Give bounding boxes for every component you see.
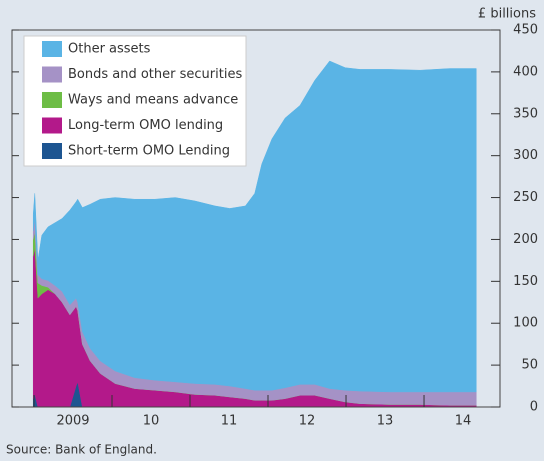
y-tick-label: 50 — [521, 358, 538, 373]
y-tick-label: 450 — [513, 23, 538, 38]
x-tick-label: 13 — [377, 414, 394, 429]
legend-swatch — [42, 92, 62, 108]
legend-label: Short-term OMO Lending — [68, 144, 230, 159]
legend-swatch — [42, 66, 62, 83]
source: Source: Bank of England. — [6, 443, 157, 457]
legend-swatch — [42, 117, 62, 134]
y-tick-label: 350 — [513, 106, 538, 121]
plot-frame — [11, 29, 501, 408]
legend-label: Bonds and other securities — [68, 67, 242, 82]
legend-label: Ways and means advance — [68, 93, 238, 108]
y-tick-label: 0 — [530, 400, 538, 415]
y-tick-label: 100 — [513, 316, 538, 331]
legend-label: Long-term OMO lending — [68, 118, 223, 133]
x-tick-label: 12 — [299, 414, 316, 429]
y-tick-label: 150 — [513, 274, 538, 289]
area — [32, 60, 477, 393]
y-tick-label: 400 — [513, 64, 538, 79]
x-tick-label: 2009 — [56, 414, 89, 429]
y-axis-label: £ billions — [478, 7, 536, 22]
legend-swatch — [42, 143, 62, 159]
x-tick-label: 14 — [455, 414, 472, 429]
y-tick-label: 200 — [513, 232, 538, 247]
y-tick-label: 300 — [513, 148, 538, 163]
legend-swatch — [42, 41, 62, 57]
y-tick-label: 250 — [513, 190, 538, 205]
legend-label: Other assets — [68, 42, 151, 57]
x-tick-label: 10 — [143, 414, 160, 429]
x-tick-label: 11 — [221, 414, 238, 429]
